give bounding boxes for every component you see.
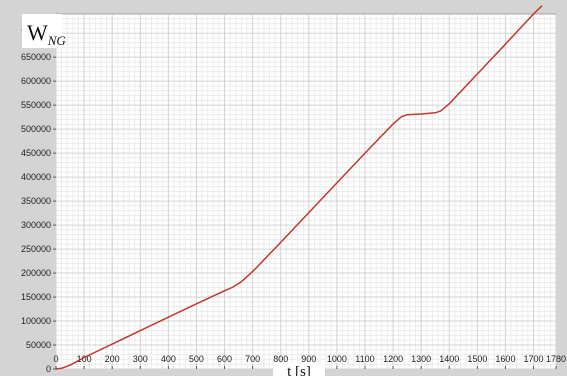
x-tick-label: 100 [77,354,92,364]
y-axis-label: WNG [27,20,66,48]
y-tick-label: 550000 [21,100,51,110]
x-tick-label: 1600 [495,354,515,364]
x-axis-label-box [273,363,325,376]
x-tick-label: 0 [53,354,58,364]
x-tick-label: 1500 [467,354,487,364]
y-tick-label: 150000 [21,292,51,302]
x-tick-label: 600 [217,354,232,364]
x-tick-label: 1300 [411,354,431,364]
series-line [55,5,543,370]
y-tick-label: 200000 [21,268,51,278]
x-tick-label: 700 [245,354,260,364]
x-tick-label: 1000 [327,354,347,364]
y-tick-label: 600000 [21,76,51,86]
x-tick-label: 400 [161,354,176,364]
y-tick-label: 650000 [21,52,51,62]
y-tick-label: 450000 [21,148,51,158]
y-axis-label-subscript: NG [47,33,67,48]
x-tick-label: 300 [133,354,148,364]
x-tick-label: 500 [189,354,204,364]
y-axis-label-box [22,14,62,48]
y-tick-label: 400000 [21,172,51,182]
x-tick-label: 1400 [439,354,459,364]
series-layer [55,5,543,370]
y-tick-label: 250000 [21,244,51,254]
y-axis-label-main: W [27,20,48,45]
x-tick-label: 1780 [546,354,566,364]
x-axis-tick-labels: 0 100 200 300 400 500 600 700 800 900 1000 1100 1200… [53,354,566,369]
x-tick-label: 1100 [355,354,374,364]
y-tick-label: 0 [46,364,51,374]
x-axis-label: t [s] [287,364,311,376]
y-tick-label: 350000 [21,196,51,206]
y-tick-label: 500000 [21,124,51,134]
x-tick-label: 200 [105,354,120,364]
x-tick-label: 800 [273,354,288,364]
x-tick-label: 900 [301,354,316,364]
y-tick-label: 300000 [21,220,51,230]
grid [55,14,557,370]
y-tick-label: 50000 [26,340,51,350]
x-tick-label: 1200 [383,354,403,364]
x-tick-label: 1700 [524,354,544,364]
y-tick-label: 100000 [21,316,51,326]
y-axis-tick-labels: 0500001000001500002000002500003000003500… [21,28,56,374]
